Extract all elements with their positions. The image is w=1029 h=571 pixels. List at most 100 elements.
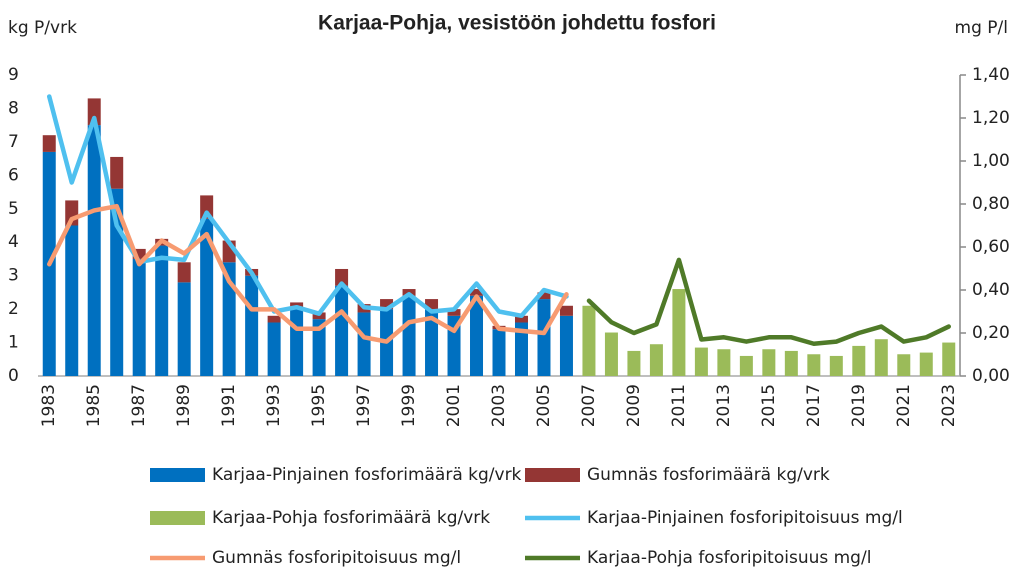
chart-title: Karjaa-Pohja, vesistöön johdettu fosfori — [318, 12, 716, 35]
x-tick-label: 1983 — [39, 384, 59, 427]
bar — [604, 332, 618, 376]
y2-tick-label: 0,20 — [972, 323, 1010, 343]
bar — [537, 299, 551, 376]
bar — [267, 322, 281, 376]
bar — [110, 188, 124, 376]
bar — [87, 98, 101, 126]
bar — [200, 195, 214, 219]
bar — [290, 309, 304, 376]
bar — [649, 344, 663, 376]
legend-label: Karjaa-Pinjainen fosforimäärä kg/vrk — [212, 465, 522, 485]
y2-tick-label: 1,00 — [972, 151, 1010, 171]
bar — [177, 282, 191, 376]
line — [46, 203, 569, 344]
legend-swatch — [150, 468, 205, 482]
x-tick-label: 2009 — [624, 384, 644, 427]
bar — [425, 309, 439, 376]
bar — [694, 347, 708, 376]
x-tick-label: 1993 — [264, 384, 284, 427]
bar — [762, 349, 776, 376]
bar — [470, 289, 484, 296]
x-tick-label: 1991 — [219, 384, 239, 427]
y-tick-label: 8 — [8, 98, 19, 118]
bar — [807, 354, 821, 376]
bar — [672, 289, 686, 376]
bar — [267, 315, 281, 323]
bar — [222, 262, 236, 376]
x-tick-label: 1997 — [354, 384, 374, 427]
bar — [829, 355, 843, 376]
x-tick-label: 2005 — [534, 384, 554, 427]
bar — [335, 268, 349, 286]
x-tick-label: 2001 — [444, 384, 464, 427]
x-tick-label: 1999 — [399, 384, 419, 427]
bar — [897, 354, 911, 376]
legend-swatch — [525, 468, 580, 482]
bar — [559, 315, 573, 376]
x-tick-label: 1995 — [309, 384, 329, 427]
y2-tick-label: 0,80 — [972, 194, 1010, 214]
bar — [514, 315, 528, 323]
bar — [942, 342, 956, 376]
bar — [155, 245, 169, 376]
y-tick-label: 6 — [8, 165, 19, 185]
bar — [784, 350, 798, 376]
bar — [447, 309, 461, 316]
y2-tick-label: 0,40 — [972, 280, 1010, 300]
bar — [335, 285, 349, 376]
bar — [177, 262, 191, 283]
bar — [380, 299, 394, 310]
y-tick-label: 7 — [8, 132, 19, 152]
bar — [425, 299, 439, 310]
bar — [537, 292, 551, 300]
x-tick-label: 2023 — [939, 384, 959, 427]
bar — [110, 156, 124, 189]
legend-label: Karjaa-Pohja fosforimäärä kg/vrk — [212, 508, 490, 528]
line — [586, 257, 952, 346]
bar — [514, 322, 528, 376]
bar — [582, 305, 596, 376]
x-tick-label: 2011 — [669, 384, 689, 427]
bar — [717, 349, 731, 376]
y2-axis-label: mg P/l — [955, 18, 1008, 38]
x-tick-label: 2017 — [804, 384, 824, 427]
y2-tick-label: 1,40 — [972, 65, 1010, 85]
legend-label: Gumnäs fosforipitoisuus mg/l — [212, 548, 461, 568]
y-tick-label: 4 — [8, 232, 19, 252]
y-tick-label: 5 — [8, 199, 19, 219]
bar — [65, 225, 79, 376]
bar — [739, 355, 753, 376]
x-tick-label: 2021 — [894, 384, 914, 427]
bar — [245, 275, 259, 376]
bar — [200, 218, 214, 376]
line — [46, 94, 569, 319]
legend-label: Karjaa-Pohja fosforipitoisuus mg/l — [587, 548, 871, 568]
y-tick-label: 9 — [8, 65, 19, 85]
bar — [87, 125, 101, 377]
y2-tick-label: 0,00 — [972, 366, 1010, 386]
bar — [492, 329, 506, 376]
x-tick-label: 1989 — [174, 384, 194, 427]
bar — [559, 305, 573, 316]
legend-label: Karjaa-Pinjainen fosforipitoisuus mg/l — [587, 508, 903, 528]
bar — [132, 258, 146, 376]
y2-tick-label: 0,60 — [972, 237, 1010, 257]
bar — [852, 345, 866, 376]
bar — [470, 295, 484, 376]
y-tick-label: 2 — [8, 299, 19, 319]
y-tick-label: 1 — [8, 333, 19, 353]
bar — [919, 352, 933, 376]
y-tick-label: 0 — [8, 366, 19, 386]
bar — [874, 339, 888, 376]
x-tick-label: 2007 — [579, 384, 599, 427]
x-tick-label: 2015 — [759, 384, 779, 427]
bar — [132, 248, 146, 259]
bar — [402, 295, 416, 376]
y2-tick-label: 1,20 — [972, 108, 1010, 128]
y-tick-label: 3 — [8, 266, 19, 286]
legend-label: Gumnäs fosforimäärä kg/vrk — [587, 465, 830, 485]
y-axis-label: kg P/vrk — [8, 18, 77, 38]
x-tick-label: 1987 — [129, 384, 149, 427]
